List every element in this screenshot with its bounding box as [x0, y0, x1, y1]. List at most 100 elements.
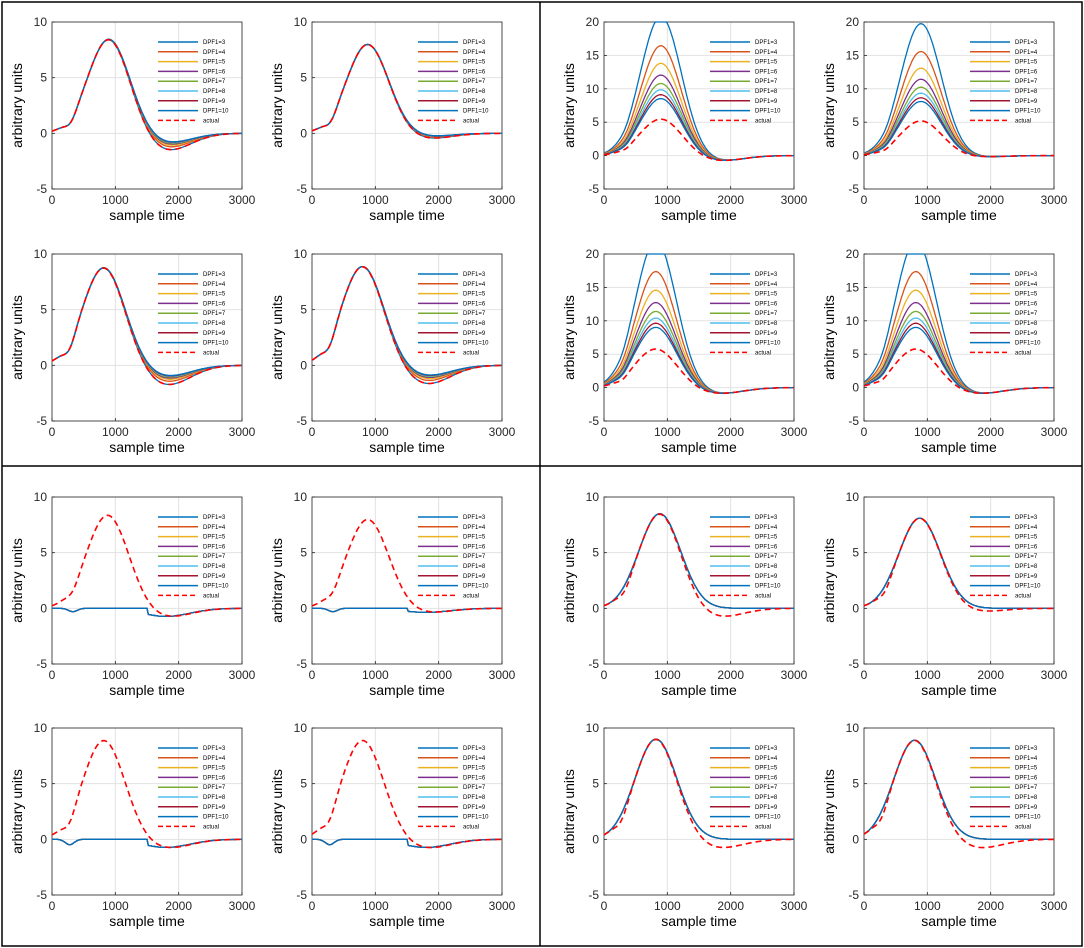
legend-label: DPF1=7	[463, 311, 486, 317]
legend-label: DPF1=3	[1015, 746, 1038, 752]
series-line-dpf-10	[603, 97, 794, 161]
legend-label: DPF1=4	[755, 282, 778, 288]
y-tick-label: 5	[300, 546, 307, 560]
legend-label: DPF1=6	[203, 544, 226, 550]
x-tick-label: 3000	[489, 193, 516, 207]
legend-label: DPF1=8	[203, 564, 226, 570]
y-tick-label: -5	[588, 414, 599, 428]
x-tick-label: 1000	[362, 668, 389, 682]
y-tick-label: 0	[852, 149, 859, 163]
legend-label: DPF1=7	[463, 785, 486, 791]
x-tick-label: 3000	[1041, 425, 1068, 439]
legend-label: DPF1=8	[1015, 89, 1038, 95]
legend-label: DPF1=4	[1015, 50, 1038, 56]
y-tick-label: 5	[40, 71, 47, 85]
series-line-actual	[863, 517, 1054, 612]
legend-label: DPF1=4	[1015, 525, 1038, 531]
legend-label: DPF1=9	[755, 805, 778, 811]
x-tick-label: 1000	[914, 668, 941, 682]
series-line-actual	[51, 39, 242, 151]
axes-box	[863, 253, 1055, 422]
legend-label: DPF1=10	[203, 109, 229, 115]
y-axis-label: arbitrary units	[821, 538, 837, 623]
legend-label: DPF1=4	[203, 50, 226, 56]
y-tick-label: 0	[40, 126, 47, 140]
legend-label: DPF1=6	[1015, 544, 1038, 550]
legend-label: DPF1=7	[203, 785, 226, 791]
legend-label: DPF1=6	[203, 301, 226, 307]
x-tick-label: 2000	[717, 425, 744, 439]
series-line-dpf-10	[603, 513, 794, 609]
legend-label: DPF1=6	[203, 775, 226, 781]
axes-box	[311, 727, 503, 896]
legend-label: DPF1=4	[463, 282, 486, 288]
x-tick-label: 1000	[654, 668, 681, 682]
x-tick-label: 2000	[717, 193, 744, 207]
x-tick-label: 0	[49, 899, 56, 913]
y-tick-label: 0	[300, 832, 307, 846]
legend-label: DPF1=8	[463, 89, 486, 95]
x-tick-label: 2000	[425, 193, 452, 207]
y-tick-label: 10	[294, 15, 308, 29]
y-tick-label: 10	[294, 490, 308, 504]
legend-label: DPF1=4	[203, 525, 226, 531]
y-tick-label: 5	[852, 777, 859, 791]
legend-label: DPF1=6	[755, 301, 778, 307]
y-tick-label: 15	[586, 280, 600, 294]
y-tick-label: 20	[846, 247, 860, 261]
x-tick-label: 1000	[102, 668, 129, 682]
x-tick-label: 2000	[717, 668, 744, 682]
legend-label: actual	[1015, 593, 1031, 599]
legend-label: DPF1=10	[463, 109, 489, 115]
series-line-dpf-10	[51, 38, 242, 143]
x-axis-label: sample time	[661, 913, 737, 929]
series-line-actual	[51, 514, 242, 618]
y-tick-label: 5	[300, 303, 307, 317]
x-tick-label: 1000	[102, 899, 129, 913]
y-tick-label: 15	[586, 48, 600, 62]
legend: DPF1=3 DPF1=4 DPF1=5 DPF1=6 DPF1=7 DPF1=8 DPF1…	[158, 746, 229, 830]
x-tick-label: 3000	[229, 668, 256, 682]
legend-label: DPF1=9	[463, 331, 486, 337]
axes-box	[51, 727, 243, 896]
legend-label: DPF1=6	[463, 69, 486, 75]
x-axis-label: sample time	[109, 207, 185, 223]
y-axis-label: arbitrary units	[561, 769, 577, 854]
y-tick-label: 10	[586, 490, 600, 504]
y-tick-label: 10	[586, 314, 600, 328]
x-axis-label: sample time	[661, 439, 737, 455]
series-line-dpf-10	[311, 43, 502, 137]
legend-label: DPF1=8	[463, 564, 486, 570]
legend: DPF1=3 DPF1=4 DPF1=5 DPF1=6 DPF1=7 DPF1=8 DPF1…	[418, 515, 489, 599]
legend: DPF1=3 DPF1=4 DPF1=5 DPF1=6 DPF1=7 DPF1=8 DPF1…	[418, 272, 489, 356]
legend-label: DPF1=10	[755, 341, 781, 347]
y-tick-label: 10	[846, 314, 860, 328]
x-axis-label: sample time	[921, 913, 997, 929]
x-tick-label: 2000	[425, 668, 452, 682]
axes-box	[51, 21, 243, 190]
series-line-dpf-10	[52, 838, 242, 848]
legend-label: DPF1=8	[755, 795, 778, 801]
legend-label: DPF1=4	[755, 525, 778, 531]
axes-box	[51, 253, 243, 422]
legend: DPF1=3 DPF1=4 DPF1=5 DPF1=6 DPF1=7 DPF1=8 DPF1…	[970, 515, 1041, 599]
x-tick-label: 3000	[781, 668, 808, 682]
legend-label: DPF1=6	[1015, 69, 1038, 75]
y-tick-label: 5	[592, 546, 599, 560]
legend-label: DPF1=8	[755, 321, 778, 327]
axes-box	[603, 496, 795, 665]
legend-label: DPF1=6	[755, 775, 778, 781]
y-tick-label: 5	[592, 347, 599, 361]
x-tick-label: 2000	[977, 425, 1004, 439]
legend-label: DPF1=4	[1015, 756, 1038, 762]
y-tick-label: 5	[300, 777, 307, 791]
legend-label: DPF1=7	[755, 554, 778, 560]
y-tick-label: -5	[588, 888, 599, 902]
legend-label: DPF1=10	[203, 584, 229, 590]
y-tick-label: 20	[586, 247, 600, 261]
x-tick-label: 0	[861, 193, 868, 207]
legend-label: DPF1=10	[755, 109, 781, 115]
legend-label: DPF1=9	[203, 574, 226, 580]
